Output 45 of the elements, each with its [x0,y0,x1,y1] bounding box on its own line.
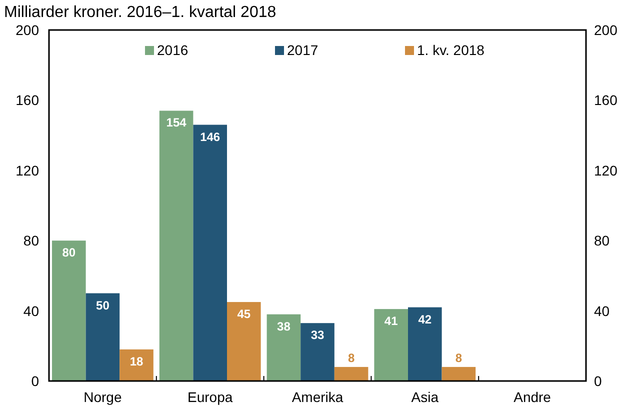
bar [120,349,154,381]
legend-label: 2016 [157,42,188,58]
data-label: 154 [166,116,187,130]
bar [52,240,86,381]
y-tick-label: 0 [31,373,40,389]
bar [159,110,194,381]
data-label: 18 [130,354,144,368]
bar [374,309,408,381]
y2-tick-label: 200 [594,22,618,38]
data-label: 146 [200,130,220,144]
legend-label: 2017 [287,42,318,58]
bar [266,314,301,381]
y-tick-label: 40 [23,302,40,319]
x-tick-label: Andre [514,389,552,405]
y2-tick-label: 80 [594,232,610,249]
bar [300,323,334,381]
y2-tick-label: 40 [594,302,610,319]
bar [408,307,442,381]
x-tick-label: Amerika [292,389,344,405]
x-tick-label: Asia [411,389,439,405]
data-label: 42 [418,312,432,326]
bar [86,293,120,381]
bar [193,124,227,381]
data-label: 8 [348,350,355,365]
x-tick-label: Europa [188,389,233,405]
y-tick-label: 80 [23,232,40,249]
y-tick-label: 120 [16,162,40,178]
y-tick-label: 200 [16,22,40,38]
data-label: 45 [237,307,251,322]
bar [227,302,261,381]
chart-title: Milliarder kroner. 2016–1. kvartal 2018 [4,4,276,21]
data-label: 33 [310,328,324,342]
data-label: 80 [62,246,76,260]
data-label: 50 [96,298,110,312]
y2-tick-label: 160 [594,92,618,108]
bar [442,366,476,381]
bar [334,366,368,381]
data-label: 41 [384,314,398,328]
y2-tick-label: 120 [594,162,618,178]
data-label: 38 [277,319,291,334]
y-tick-label: 160 [16,92,40,108]
legend-label: 1. kv. 2018 [417,42,485,58]
data-label: 8 [455,350,462,365]
y2-tick-label: 0 [594,373,602,389]
x-tick-label: Norge [84,389,122,405]
